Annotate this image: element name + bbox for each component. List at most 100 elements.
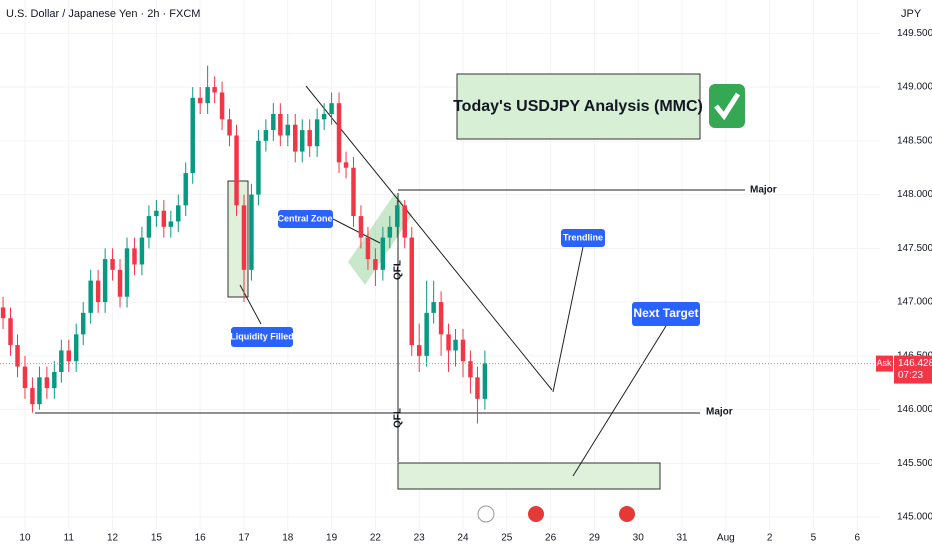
label-box xyxy=(632,302,700,326)
candle-body xyxy=(241,205,247,270)
candle-body xyxy=(329,103,334,114)
candle-body xyxy=(139,237,145,265)
candle-body xyxy=(88,280,93,313)
next-target-label: Next Target xyxy=(633,306,698,320)
grid-layer xyxy=(0,0,880,530)
candle-body xyxy=(460,339,466,362)
y-tick-label: 149.000 xyxy=(897,82,932,93)
x-tick-label: 19 xyxy=(326,533,338,544)
candle-body xyxy=(22,366,28,389)
candle-body xyxy=(256,140,261,195)
candle-body xyxy=(117,269,123,297)
target-box xyxy=(397,462,661,490)
x-tick-label: 11 xyxy=(64,533,75,544)
pointer xyxy=(572,325,667,477)
x-tick-label: 15 xyxy=(151,533,163,544)
candle-body xyxy=(132,248,137,265)
candle-body xyxy=(482,363,488,399)
y-tick-label: 145.000 xyxy=(897,512,932,523)
x-tick-label: 31 xyxy=(676,533,688,544)
candle-body xyxy=(15,345,20,367)
chart-title: U.S. Dollar / Japanese Yen · 2h · FXCM xyxy=(6,8,200,20)
candle-body xyxy=(249,194,254,270)
candles xyxy=(0,65,488,424)
candle-body xyxy=(73,334,79,362)
candle-body xyxy=(154,210,159,217)
x-tick-label: 6 xyxy=(854,533,860,544)
candle-body xyxy=(292,124,298,152)
x-tick-label: 26 xyxy=(545,533,557,544)
candle-body xyxy=(124,248,130,297)
candle-body xyxy=(475,377,480,399)
axes: 145.000145.500146.000146.500147.000147.5… xyxy=(0,28,932,544)
candle-body xyxy=(424,312,429,356)
pointer xyxy=(239,284,262,325)
candle-body xyxy=(197,97,203,104)
candle-body xyxy=(446,334,451,351)
label-box xyxy=(278,210,333,228)
candle-body xyxy=(431,302,436,313)
liquidity-label: Liquidity Filled xyxy=(230,331,294,341)
candle-body xyxy=(380,237,386,270)
x-tick-label: 10 xyxy=(19,533,31,544)
candle-body xyxy=(468,361,473,378)
y-tick-label: 145.500 xyxy=(897,458,932,469)
candle-body xyxy=(263,130,269,141)
label-box xyxy=(561,229,605,247)
y-tick-label: 148.000 xyxy=(897,189,932,200)
candle-body xyxy=(271,113,276,131)
candle-body xyxy=(8,318,13,346)
candle-body xyxy=(59,350,64,372)
candle-body xyxy=(416,345,422,356)
x-tick-label: 29 xyxy=(589,533,601,544)
candle-body xyxy=(387,226,393,238)
candle-body xyxy=(52,371,57,389)
x-tick-label: 30 xyxy=(633,533,645,544)
candle-body xyxy=(234,135,239,206)
y-tick-label: 147.500 xyxy=(897,243,932,254)
x-tick-label: 16 xyxy=(195,533,207,544)
candle-body xyxy=(212,87,217,93)
x-tick-label: 5 xyxy=(811,533,817,544)
candle-body xyxy=(44,377,50,389)
candle-body xyxy=(307,130,312,147)
candle-body xyxy=(66,350,72,362)
candle-body xyxy=(227,119,232,136)
title-box xyxy=(456,73,701,140)
candle-body xyxy=(37,377,42,405)
candle-body xyxy=(0,307,6,319)
candle-body xyxy=(358,216,364,238)
ask-label: Ask xyxy=(876,358,892,368)
x-tick-label: 23 xyxy=(414,533,426,544)
trendline xyxy=(305,85,553,391)
candle-body xyxy=(373,259,378,270)
candle-body xyxy=(219,92,225,120)
event-icon[interactable] xyxy=(477,505,495,523)
analysis-title: Today's USDJPY Analysis (MMC) xyxy=(453,98,703,115)
x-tick-label: Aug xyxy=(717,533,735,544)
major-label: Major xyxy=(750,185,777,196)
candle-body xyxy=(110,259,115,270)
x-tick-label: 24 xyxy=(457,533,469,544)
event-icon[interactable] xyxy=(528,506,544,522)
candle-body xyxy=(453,339,458,351)
y-tick-label: 148.500 xyxy=(897,135,932,146)
candle-body xyxy=(102,259,108,303)
candle-body xyxy=(314,119,320,147)
candle-body xyxy=(395,205,400,227)
price-unit: JPY xyxy=(901,8,922,20)
candle-body xyxy=(146,216,152,238)
candle-body xyxy=(343,162,349,168)
candle-body xyxy=(351,167,356,217)
candle-body xyxy=(205,87,210,104)
countdown-label: 07:23 xyxy=(898,370,923,381)
event-icon[interactable] xyxy=(619,506,635,522)
candle-body xyxy=(80,312,86,335)
candle-body xyxy=(168,221,174,227)
y-tick-label: 146.000 xyxy=(897,404,932,415)
label-box xyxy=(231,327,293,347)
pointer xyxy=(332,218,381,244)
qfl-label: QFL xyxy=(393,260,404,280)
